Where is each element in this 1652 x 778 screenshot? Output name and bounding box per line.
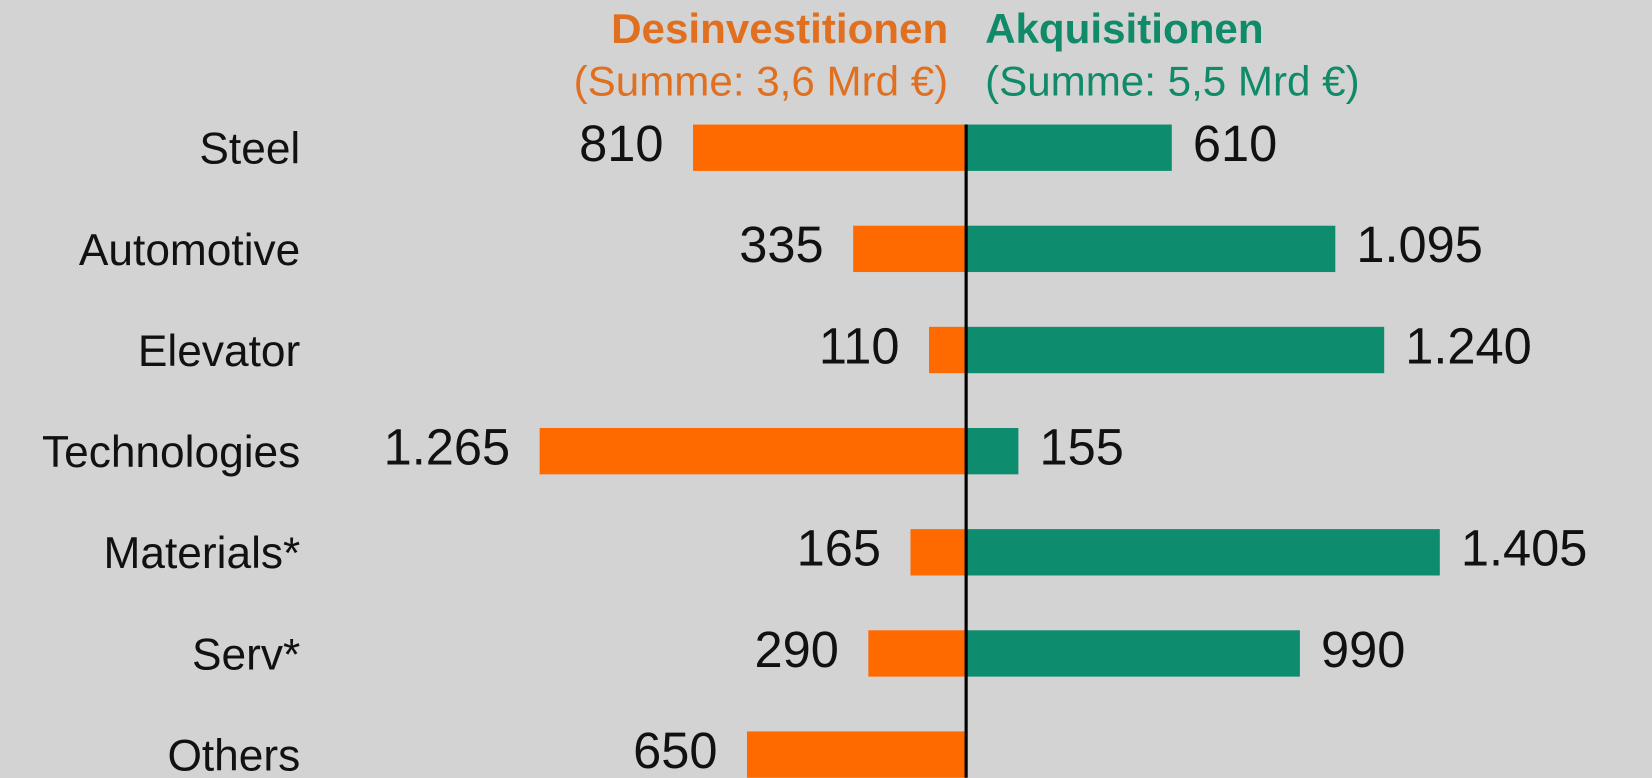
bar — [966, 427, 1019, 475]
bar — [693, 124, 967, 171]
category-label: Serv* — [192, 630, 300, 679]
series-total: (Summe: 3,6 Mrd €) — [574, 58, 949, 105]
bar — [966, 225, 1336, 273]
bar — [853, 225, 967, 273]
bar — [746, 731, 967, 778]
category-label: Steel — [199, 125, 300, 174]
bar — [910, 529, 967, 576]
bar — [966, 326, 1385, 374]
bar — [539, 427, 967, 475]
series-title: Desinvestitionen — [611, 5, 948, 52]
value-label: 650 — [633, 722, 717, 778]
value-label: 610 — [1193, 115, 1277, 172]
value-label: 335 — [739, 216, 823, 273]
bar — [966, 124, 1172, 171]
value-label: 1.405 — [1461, 520, 1588, 577]
category-label: Elevator — [138, 327, 300, 376]
bar — [868, 630, 967, 677]
value-label: 165 — [797, 520, 881, 577]
category-label: Technologies — [42, 428, 300, 477]
category-label: Others — [167, 731, 300, 778]
value-label: 990 — [1321, 621, 1405, 678]
bar — [966, 529, 1440, 576]
bar — [966, 630, 1300, 677]
category-label: Automotive — [79, 226, 300, 275]
value-label: 1.240 — [1405, 317, 1532, 374]
bar — [929, 326, 967, 374]
value-label: 110 — [819, 317, 900, 374]
value-label: 1.265 — [384, 419, 511, 476]
value-label: 290 — [754, 621, 838, 678]
series-title: Akquisitionen — [985, 5, 1264, 52]
category-label: Materials* — [104, 529, 301, 578]
series-total: (Summe: 5,5 Mrd €) — [985, 58, 1360, 105]
value-label: 155 — [1039, 419, 1123, 476]
value-label: 810 — [579, 115, 663, 172]
value-label: 1.095 — [1356, 216, 1483, 273]
